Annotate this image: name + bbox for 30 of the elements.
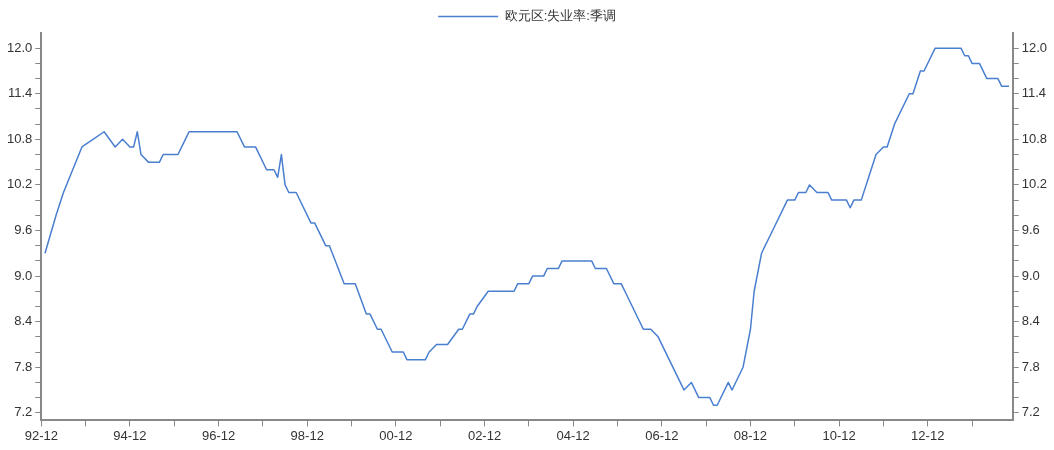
x-tick-label: 08-12 xyxy=(733,427,768,443)
y2-tick-label: 11.4 xyxy=(1021,85,1047,101)
y-tick-label: 10.8 xyxy=(6,130,33,146)
x-tick-label: 02-12 xyxy=(467,427,502,443)
y-tick-label: 11.4 xyxy=(7,85,33,101)
y2-tick-label: 10.2 xyxy=(1021,176,1048,192)
y-tick-label: 10.2 xyxy=(6,176,33,192)
y2-tick-label: 10.8 xyxy=(1021,130,1048,146)
y-tick-label: 9.0 xyxy=(14,267,33,283)
y-tick-label: 7.2 xyxy=(14,404,33,420)
x-tick-label: 94-12 xyxy=(113,427,147,443)
x-tick-label: 12-12 xyxy=(911,427,945,443)
y2-tick-label: 8.4 xyxy=(1021,313,1040,329)
y2-tick-label: 9.6 xyxy=(1021,222,1040,238)
x-tick-label: 04-12 xyxy=(556,427,590,443)
y2-tick-label: 7.2 xyxy=(1021,404,1040,420)
x-tick-label: 06-12 xyxy=(645,427,679,443)
y2-tick-label: 9.0 xyxy=(1021,267,1040,283)
y-tick-label: 7.8 xyxy=(14,358,33,374)
y2-tick-label: 12.0 xyxy=(1021,39,1048,55)
y2-tick-label: 7.8 xyxy=(1021,358,1040,374)
x-tick-label: 98-12 xyxy=(290,427,324,443)
y-tick-label: 9.6 xyxy=(14,222,33,238)
legend-label: 欧元区:失业率:季调 xyxy=(504,8,616,24)
x-tick-label: 10-12 xyxy=(822,427,856,443)
x-tick-label: 92-12 xyxy=(24,427,58,443)
y-tick-label: 12.0 xyxy=(6,39,33,55)
y-tick-label: 8.4 xyxy=(14,313,33,329)
x-tick-label: 96-12 xyxy=(201,427,236,443)
x-tick-label: 00-12 xyxy=(379,427,413,443)
